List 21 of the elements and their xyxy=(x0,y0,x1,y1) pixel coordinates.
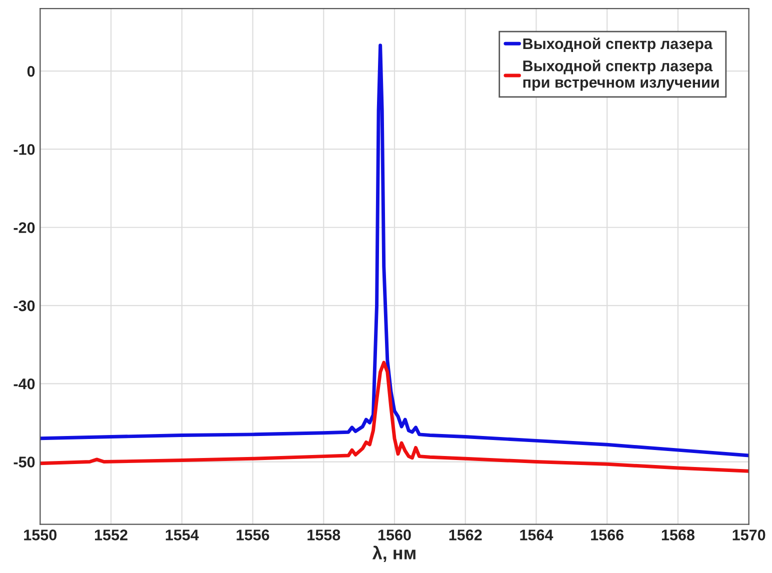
x-tick-label: 1566 xyxy=(591,530,624,540)
legend-label: Выходной спектр лазера xyxy=(523,38,713,52)
y-tick-label: -10 xyxy=(14,144,35,155)
x-tick-label: 1554 xyxy=(166,530,199,540)
x-axis-title: λ, нм xyxy=(372,546,416,562)
x-tick-label: 1570 xyxy=(732,530,766,540)
x-tick-label: 1564 xyxy=(520,530,554,540)
x-tick-label: 1568 xyxy=(662,530,694,540)
x-tick-label: 1560 xyxy=(378,530,411,540)
line-series xyxy=(40,360,749,473)
x-tick-label: 1558 xyxy=(308,530,340,540)
y-tick-label: -20 xyxy=(14,222,35,234)
y-tick-label: -40 xyxy=(14,378,35,390)
y-tick-label: -30 xyxy=(14,300,35,312)
y-tick-label: -50 xyxy=(14,456,35,468)
x-tick-label: 1552 xyxy=(94,530,128,540)
x-tick-label: 1550 xyxy=(24,530,57,540)
legend-label: Выходной спектр лазера при встречном излучении xyxy=(523,60,719,91)
x-tick-label: 1562 xyxy=(449,530,482,540)
y-tick-label: 0 xyxy=(27,66,35,77)
x-tick-label: 1556 xyxy=(236,530,270,540)
